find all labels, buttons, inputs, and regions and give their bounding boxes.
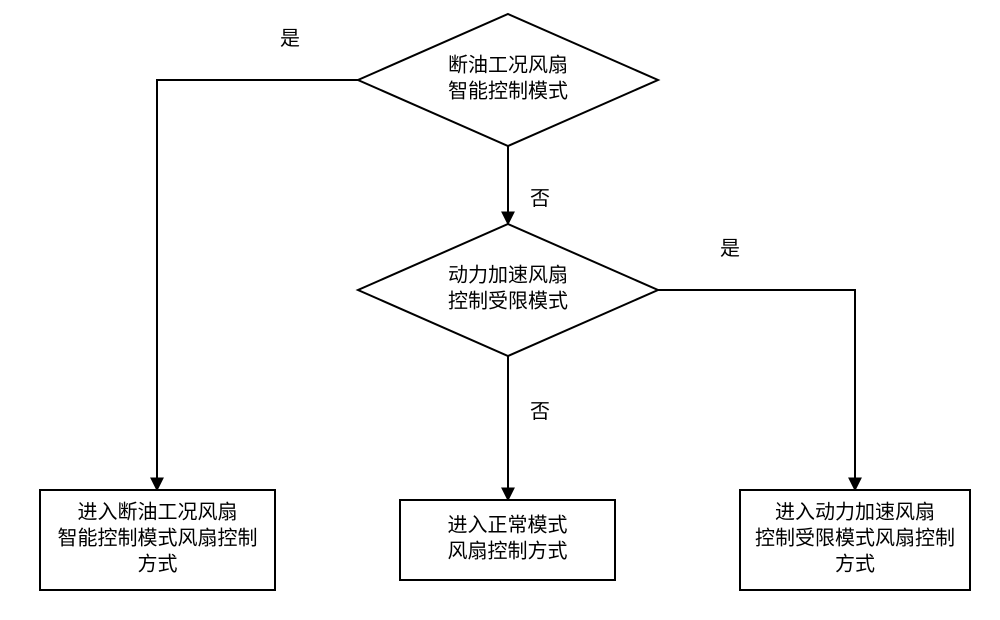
process-p1-line-2: 方式 [138,553,178,576]
process-p3-line-2: 方式 [835,553,875,576]
edge-e3 [658,290,855,490]
decision-d2-line-1: 控制受限模式 [448,290,568,313]
edge-e1 [157,80,358,490]
process-p1-line-0: 进入断油工况风扇 [78,501,238,524]
process-p2-line-0: 进入正常模式 [448,514,568,537]
process-p3-line-1: 控制受限模式风扇控制 [755,527,955,550]
decision-d1-line-1: 智能控制模式 [448,80,568,103]
process-p2-line-1: 风扇控制方式 [448,540,568,563]
process-p1-line-1: 智能控制模式风扇控制 [58,527,258,550]
decision-d2-line-0: 动力加速风扇 [448,264,568,287]
edge-label-e4: 否 [530,401,550,423]
edge-label-e2: 否 [530,188,550,210]
decision-d1-line-0: 断油工况风扇 [448,54,568,77]
flowchart: 是否是否断油工况风扇智能控制模式动力加速风扇控制受限模式进入断油工况风扇智能控制… [0,0,1000,620]
process-p3-line-0: 进入动力加速风扇 [775,501,935,524]
edge-label-e3: 是 [720,238,740,260]
edge-label-e1: 是 [280,28,300,50]
